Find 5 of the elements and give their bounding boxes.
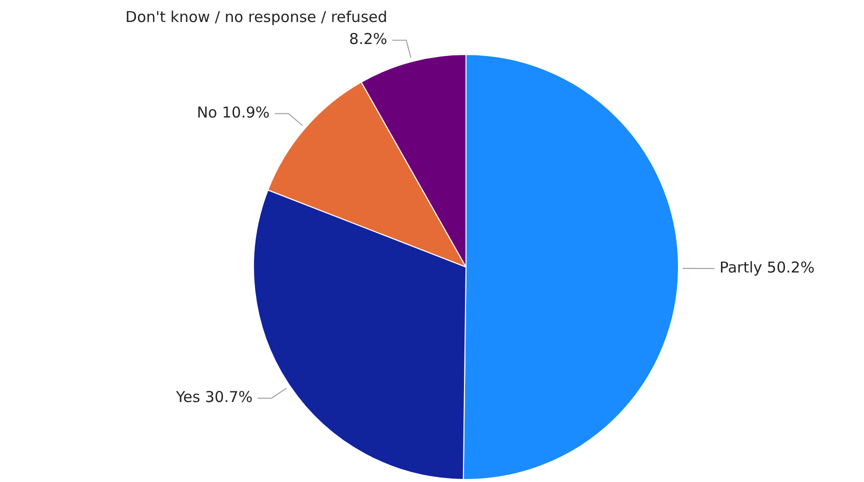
slice-label: Partly 50.2%: [719, 258, 815, 276]
slice-label: No 10.9%: [196, 103, 270, 122]
slice-label: Don't know / no response / refused: [125, 8, 388, 26]
slice-label: Yes 30.7%: [174, 388, 253, 406]
data-label: 8.2%: [349, 30, 388, 48]
